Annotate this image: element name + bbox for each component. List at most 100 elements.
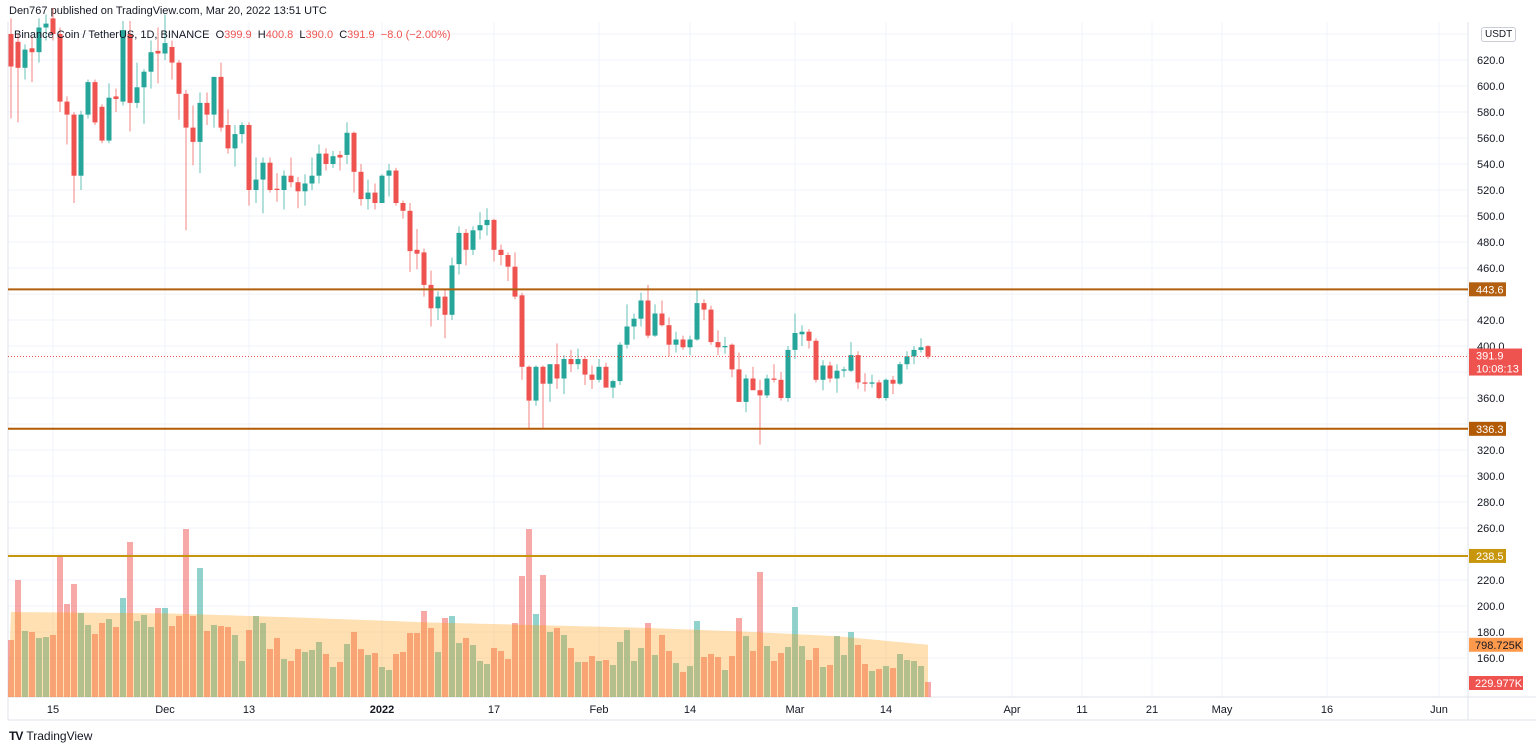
volume-bar: [897, 653, 903, 697]
candle-body: [176, 62, 182, 94]
volume-bar: [239, 660, 245, 697]
volume-bar: [330, 667, 336, 697]
candle-body: [638, 300, 644, 319]
volume-bar: [400, 651, 406, 697]
volume-bar: [631, 660, 637, 697]
price-tick-label: 520.0: [1477, 185, 1505, 197]
candle-body: [792, 333, 798, 350]
time-tick-label: Feb: [590, 704, 609, 716]
candle-body: [582, 359, 588, 375]
candle-body: [659, 313, 665, 326]
candle-body: [918, 347, 924, 350]
volume-bar: [484, 663, 490, 697]
volume-bar: [470, 644, 476, 697]
candle-body: [505, 255, 511, 267]
volume-bar: [883, 666, 889, 697]
volume-bar: [57, 554, 63, 697]
candle-body: [827, 365, 833, 379]
candle-body: [36, 27, 42, 53]
level-price-label: 336.3: [1476, 424, 1504, 436]
candle-body: [148, 52, 154, 72]
candle-body: [316, 153, 322, 176]
low-label: L: [299, 29, 306, 41]
volume-bar: [302, 651, 308, 697]
candle-body: [680, 339, 686, 348]
volume-bar: [869, 670, 875, 697]
candle-body: [897, 364, 903, 384]
volume-bar: [358, 649, 364, 697]
candle-body: [925, 346, 931, 357]
volume-bar: [323, 653, 329, 697]
last-price-tag: [1469, 348, 1522, 376]
currency-badge[interactable]: USDT: [1481, 27, 1517, 42]
volume-bar: [456, 643, 462, 697]
volume-bar: [365, 654, 371, 697]
volume-bar: [50, 634, 56, 697]
candle-body: [568, 359, 574, 365]
candle-body: [288, 175, 294, 183]
candle-body: [127, 34, 133, 103]
time-tick-label: Mar: [786, 704, 805, 716]
volume-bar: [645, 623, 651, 697]
volume-ma-label: 798.725K: [1475, 640, 1523, 652]
candle-body: [547, 364, 553, 384]
footer-brand[interactable]: TradingView: [26, 729, 93, 743]
candle-body: [813, 340, 819, 380]
change-value: −8.0 (−2.00%): [380, 29, 451, 41]
volume-bar: [505, 659, 511, 697]
symbol-name[interactable]: Binance Coin / TetherUS, 1D, BINANCE: [14, 29, 210, 41]
symbol-legend: Binance Coin / TetherUS, 1D, BINANCE O39…: [14, 29, 451, 41]
volume-bar: [750, 650, 756, 697]
volume-bar: [288, 660, 294, 697]
candle-body: [736, 369, 742, 402]
footer: TV TradingView: [9, 729, 92, 743]
candle-body: [876, 382, 882, 398]
candle-body: [911, 349, 917, 357]
price-tick-label: 160.0: [1477, 653, 1505, 665]
volume-bar: [281, 659, 287, 697]
volume-bar: [680, 671, 686, 697]
volume-bar: [911, 660, 917, 697]
volume-bar: [78, 613, 84, 697]
volume-bar: [834, 636, 840, 697]
volume-bar: [813, 647, 819, 697]
volume-bar: [225, 627, 231, 697]
candle-body: [666, 325, 672, 345]
volume-bar: [876, 669, 882, 697]
volume-bar: [841, 654, 847, 697]
candle-body: [64, 101, 70, 115]
candle-body: [190, 127, 196, 142]
volume-bar: [197, 567, 203, 697]
volume-bar: [904, 660, 910, 697]
volume-bar: [267, 649, 273, 697]
volume-bar: [652, 654, 658, 697]
volume-bar: [414, 633, 420, 697]
volume-bar: [372, 653, 378, 697]
volume-bar: [218, 626, 224, 697]
volume-bar: [379, 667, 385, 697]
candle-body: [470, 230, 476, 250]
volume-bar: [85, 624, 91, 697]
horizontal-levels: [8, 288, 1468, 557]
volume-bar: [855, 644, 861, 697]
candle-body: [540, 366, 546, 384]
candle-body: [820, 365, 826, 380]
volume-bar: [183, 529, 189, 697]
candle-body: [330, 156, 336, 164]
candle-body: [624, 326, 630, 345]
volume-bar: [127, 541, 133, 697]
last-price-label: 391.9: [1476, 351, 1504, 363]
volume-bar: [610, 664, 616, 697]
candle-body: [218, 76, 224, 128]
time-tick-label: Dec: [155, 704, 175, 716]
candle-body: [498, 249, 504, 255]
high-value: 400.8: [265, 29, 294, 41]
candle-body: [484, 219, 490, 226]
volume-bar: [428, 627, 434, 697]
volume-bar: [687, 666, 693, 697]
level-price-tag: [1469, 282, 1506, 297]
volume-bar: [722, 670, 728, 697]
price-tick-label: 600.0: [1477, 81, 1505, 93]
candle-body: [162, 43, 168, 54]
